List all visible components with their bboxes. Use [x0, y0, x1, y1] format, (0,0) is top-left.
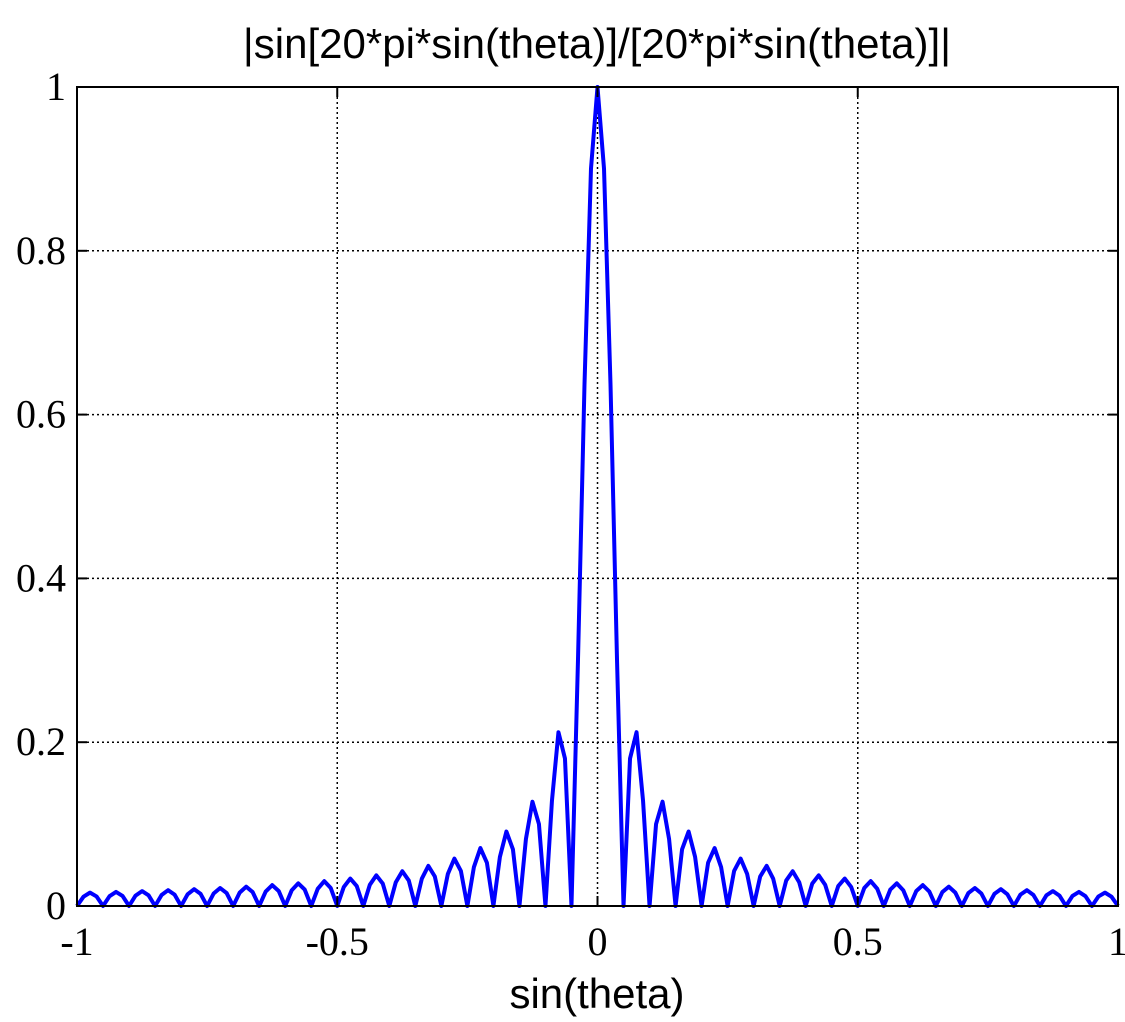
- y-tick-label: 0.8: [16, 228, 66, 273]
- chart-title: |sin[20*pi*sin(theta)]/[20*pi*sin(theta)…: [243, 20, 951, 67]
- y-tick-label: 0.4: [16, 555, 66, 600]
- x-tick-label: 0.5: [833, 919, 883, 964]
- x-axis-label: sin(theta): [509, 970, 684, 1017]
- x-tick-label: -1: [60, 919, 93, 964]
- y-tick-label: 0.6: [16, 392, 66, 437]
- ticks: -1 -0.5 0 0.5 1 0 0.2 0.4 0.6 0.8 1: [16, 64, 1125, 964]
- y-tick-label: 0: [46, 883, 66, 928]
- x-tick-label: 1: [1108, 919, 1125, 964]
- grid: [77, 87, 1118, 906]
- y-tick-label: 1: [46, 64, 66, 109]
- x-tick-label: 0: [588, 919, 608, 964]
- y-tick-label: 0.2: [16, 719, 66, 764]
- x-tick-label: -0.5: [306, 919, 369, 964]
